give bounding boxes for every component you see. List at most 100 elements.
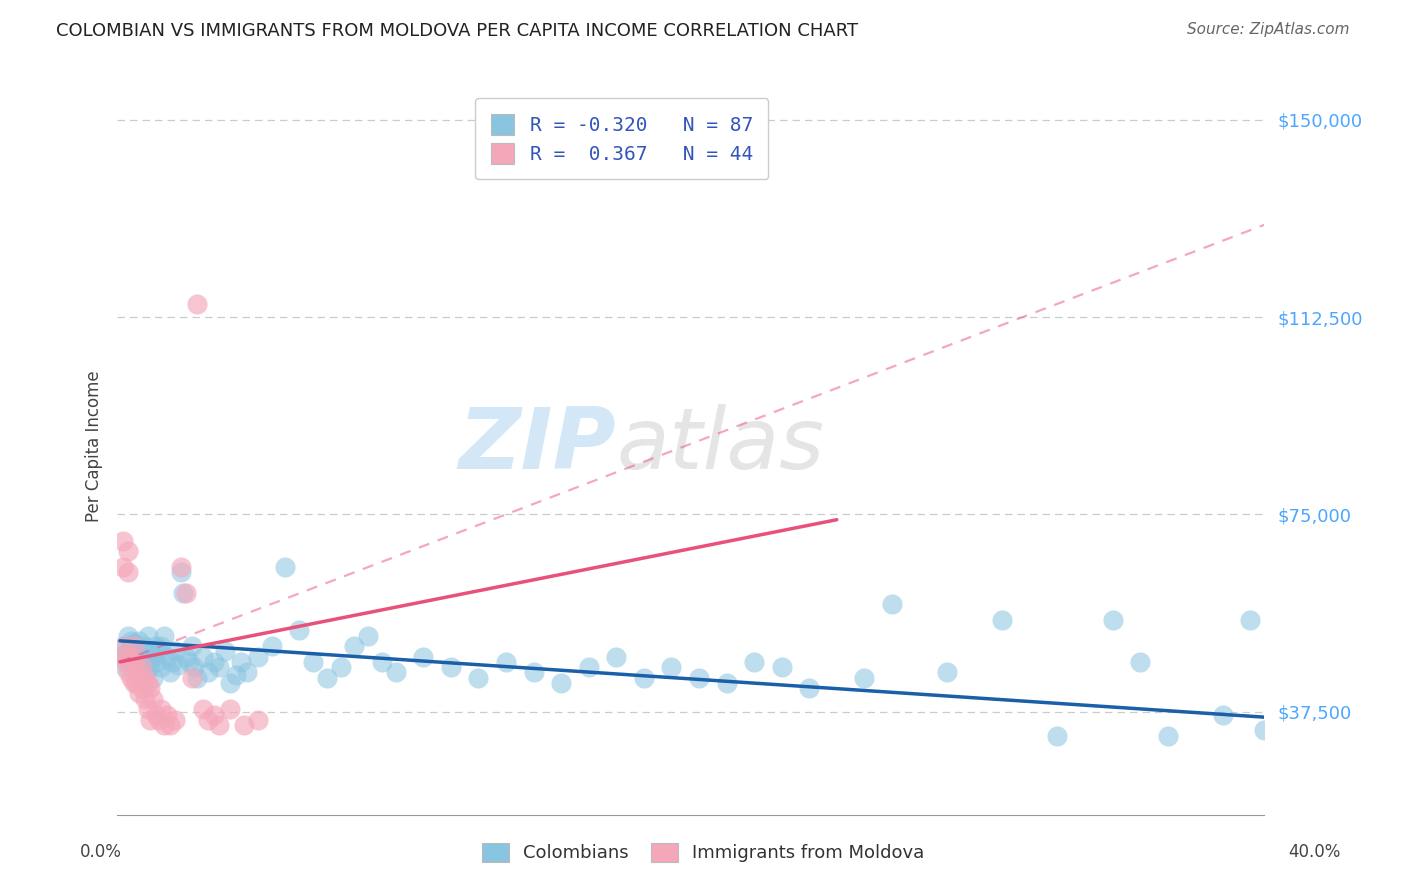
Text: atlas: atlas [616, 404, 824, 488]
Point [148, 641, 170, 656]
Point [114, 647, 136, 661]
Point [208, 718, 231, 732]
Point [117, 665, 139, 680]
Point [122, 639, 145, 653]
Point [495, 655, 517, 669]
Point [120, 655, 142, 669]
Point [128, 652, 150, 666]
Point [661, 660, 683, 674]
Point [1239, 613, 1261, 627]
Point [169, 566, 191, 580]
Point [197, 713, 219, 727]
Point [236, 665, 259, 680]
Point [202, 707, 225, 722]
Point [139, 660, 162, 674]
Point [246, 713, 269, 727]
Point [122, 655, 145, 669]
Point [134, 671, 156, 685]
Point [936, 665, 959, 680]
Point [219, 676, 242, 690]
Point [125, 660, 148, 674]
Point [139, 644, 162, 658]
Point [125, 644, 148, 658]
Point [128, 671, 150, 685]
Point [159, 718, 181, 732]
Point [853, 671, 876, 685]
Point [550, 676, 572, 690]
Point [117, 544, 139, 558]
Point [742, 655, 765, 669]
Point [122, 676, 145, 690]
Point [169, 560, 191, 574]
Point [183, 660, 205, 674]
Point [177, 655, 200, 669]
Point [166, 657, 188, 672]
Point [233, 718, 256, 732]
Point [174, 649, 197, 664]
Point [384, 665, 406, 680]
Point [688, 671, 710, 685]
Point [219, 702, 242, 716]
Point [231, 655, 253, 669]
Point [605, 649, 627, 664]
Legend: R = -0.320   N = 87, R =  0.367   N = 44: R = -0.320 N = 87, R = 0.367 N = 44 [475, 98, 769, 179]
Point [111, 533, 134, 548]
Point [412, 649, 434, 664]
Point [1101, 613, 1123, 627]
Point [172, 586, 194, 600]
Point [114, 639, 136, 653]
Point [343, 639, 366, 653]
Point [1157, 729, 1180, 743]
Point [120, 633, 142, 648]
Point [357, 628, 380, 642]
Point [120, 671, 142, 685]
Point [150, 639, 173, 653]
Point [150, 702, 173, 716]
Point [111, 639, 134, 653]
Legend: Colombians, Immigrants from Moldova: Colombians, Immigrants from Moldova [474, 836, 932, 870]
Text: 40.0%: 40.0% [1288, 843, 1341, 861]
Point [134, 691, 156, 706]
Point [1129, 655, 1152, 669]
Point [150, 660, 173, 674]
Point [186, 297, 208, 311]
Point [191, 702, 214, 716]
Point [145, 639, 167, 653]
Point [136, 628, 159, 642]
Y-axis label: Per Capita Income: Per Capita Income [86, 370, 103, 522]
Text: COLOMBIAN VS IMMIGRANTS FROM MOLDOVA PER CAPITA INCOME CORRELATION CHART: COLOMBIAN VS IMMIGRANTS FROM MOLDOVA PER… [56, 22, 859, 40]
Point [156, 649, 179, 664]
Point [117, 566, 139, 580]
Point [139, 713, 162, 727]
Point [122, 636, 145, 650]
Point [288, 624, 311, 638]
Point [114, 660, 136, 674]
Point [131, 660, 153, 674]
Point [165, 644, 187, 658]
Point [114, 649, 136, 664]
Point [260, 639, 283, 653]
Point [117, 628, 139, 642]
Point [180, 671, 202, 685]
Point [162, 655, 184, 669]
Text: 0.0%: 0.0% [80, 843, 122, 861]
Point [128, 686, 150, 700]
Point [799, 681, 821, 696]
Point [142, 649, 165, 664]
Point [1253, 723, 1275, 738]
Point [315, 671, 337, 685]
Point [117, 644, 139, 658]
Point [197, 665, 219, 680]
Point [122, 649, 145, 664]
Point [208, 660, 231, 674]
Point [329, 660, 352, 674]
Point [128, 633, 150, 648]
Point [156, 707, 179, 722]
Point [139, 681, 162, 696]
Point [125, 657, 148, 672]
Point [114, 655, 136, 669]
Point [159, 665, 181, 680]
Point [131, 649, 153, 664]
Point [134, 665, 156, 680]
Point [1046, 729, 1069, 743]
